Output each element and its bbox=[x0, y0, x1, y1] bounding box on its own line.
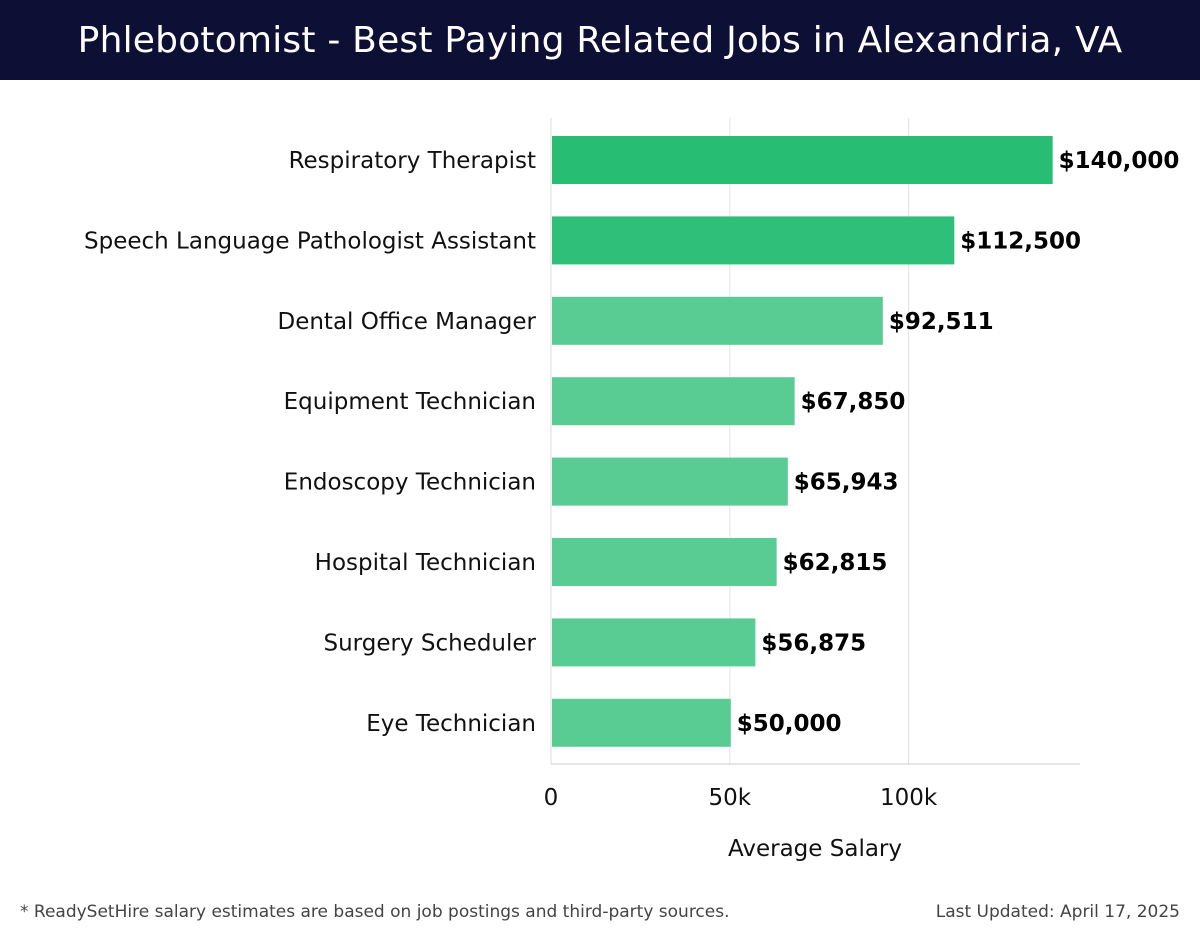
data-label: $112,500 bbox=[960, 228, 1081, 254]
chart-header: Phlebotomist - Best Paying Related Jobs … bbox=[0, 0, 1200, 80]
data-label: $50,000 bbox=[737, 711, 842, 737]
bar bbox=[552, 377, 795, 426]
bar-chart: Respiratory Therapist $140,000 Speech Lang… bbox=[84, 118, 1180, 862]
x-tick-label: 100k bbox=[880, 785, 938, 811]
bar bbox=[552, 216, 955, 265]
bar bbox=[552, 698, 731, 747]
category-label: Respiratory Therapist bbox=[289, 148, 536, 174]
category-label: Equipment Technician bbox=[284, 389, 536, 415]
data-label: $140,000 bbox=[1059, 148, 1180, 174]
data-label: $67,850 bbox=[801, 389, 906, 415]
bar bbox=[552, 618, 756, 667]
data-label: $56,875 bbox=[761, 630, 866, 656]
data-label: $92,511 bbox=[889, 309, 994, 335]
category-label: Hospital Technician bbox=[315, 550, 536, 576]
bar bbox=[552, 457, 788, 506]
bar bbox=[552, 538, 777, 586]
data-label: $62,815 bbox=[783, 550, 888, 576]
chart-title: Phlebotomist - Best Paying Related Jobs … bbox=[77, 19, 1123, 61]
category-label: Speech Language Pathologist Assistant bbox=[84, 228, 536, 254]
last-updated: Last Updated: April 17, 2025 bbox=[935, 902, 1180, 922]
bar bbox=[552, 136, 1053, 184]
category-label: Eye Technician bbox=[366, 711, 536, 737]
x-tick-label: 0 bbox=[544, 785, 559, 811]
category-label: Endoscopy Technician bbox=[284, 470, 536, 496]
footer-note: * ReadySetHire salary estimates are base… bbox=[20, 902, 730, 922]
data-label: $65,943 bbox=[794, 470, 899, 496]
bar bbox=[552, 296, 883, 345]
category-label: Dental Office Manager bbox=[277, 309, 536, 335]
x-axis-title: Average Salary bbox=[728, 836, 902, 862]
x-tick-label: 50k bbox=[709, 785, 752, 811]
category-label: Surgery Scheduler bbox=[323, 630, 536, 656]
